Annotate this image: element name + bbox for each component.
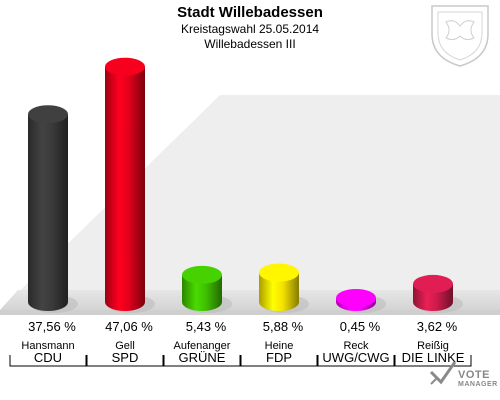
value-label: 5,43 %	[186, 319, 227, 334]
category-bracket	[394, 355, 472, 367]
candidate-label: Aufenanger	[174, 340, 231, 352]
district-label: Willebadessen III	[204, 37, 296, 51]
bar-fdp	[259, 263, 309, 313]
party-label: SPD	[112, 350, 139, 365]
chart-title: Stadt Willebadessen	[177, 4, 323, 21]
chart-floor-front	[0, 310, 500, 315]
bar-uwg-cwg	[336, 289, 386, 313]
bar-gr-ne	[182, 265, 232, 313]
category-bracket	[240, 355, 318, 367]
party-label: CDU	[34, 350, 62, 365]
bar-top	[28, 105, 68, 124]
category-bracket	[163, 355, 241, 367]
logo-text-vote: VOTE	[458, 369, 490, 381]
category-bracket	[86, 355, 164, 367]
bar-top	[413, 274, 453, 293]
value-label: 0,45 %	[340, 319, 381, 334]
candidate-label: Reck	[343, 340, 369, 352]
bar-spd	[105, 57, 155, 313]
category-bracket	[9, 355, 87, 367]
bar-body	[105, 66, 145, 311]
bar-top	[105, 57, 145, 76]
value-label: 37,56 %	[28, 319, 76, 334]
crest-icon	[431, 5, 489, 67]
candidate-label: Gell	[115, 340, 135, 352]
bar-die-linke	[413, 274, 463, 313]
party-label: GRÜNE	[179, 350, 226, 365]
candidate-label: Hansmann	[21, 340, 74, 352]
value-label: 47,06 %	[105, 319, 153, 334]
chart-subtitle: Kreistagswahl 25.05.2014	[180, 22, 320, 36]
bar-body	[182, 274, 222, 311]
party-label: FDP	[266, 350, 292, 365]
value-label: 3,62 %	[417, 319, 458, 334]
bar-body	[28, 114, 68, 311]
bar-cdu	[28, 105, 78, 313]
category-bracket	[317, 355, 395, 367]
bar-body	[259, 272, 299, 311]
bar-top	[259, 263, 299, 282]
value-label: 5,88 %	[263, 319, 304, 334]
bar-top	[182, 265, 222, 284]
party-label: UWG/CWG	[322, 350, 389, 365]
candidate-label: Heine	[265, 340, 294, 352]
bar-top	[336, 289, 376, 307]
party-label: DIE LINKE	[402, 350, 465, 365]
logo-text-manager: MANAGER	[458, 381, 498, 388]
vote-manager-logo	[429, 361, 457, 385]
candidate-label: Reißig	[417, 340, 449, 352]
